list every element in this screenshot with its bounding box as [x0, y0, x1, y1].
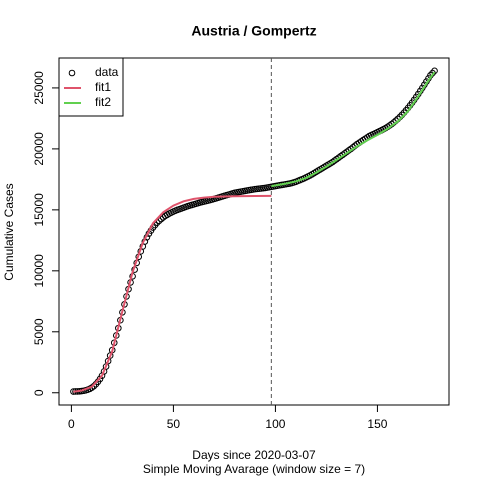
y-tick-label: 0 — [32, 389, 46, 396]
data-point — [104, 357, 112, 365]
y-tick-label: 20000 — [32, 132, 46, 166]
x-axis-label: Days since 2020-03-07 — [192, 448, 316, 462]
x-tick-label: 150 — [367, 417, 387, 431]
legend-symbol — [68, 69, 76, 77]
y-tick-label: 5000 — [32, 318, 46, 345]
plot-box — [58, 57, 450, 406]
legend-label: fit1 — [95, 80, 111, 94]
fit-line — [73, 194, 272, 393]
y-tick-label: 25000 — [32, 71, 46, 105]
fit-line — [271, 71, 436, 188]
legend-label: data — [95, 65, 119, 79]
x-tick-label: 50 — [167, 417, 181, 431]
y-tick-label: 10000 — [32, 254, 46, 288]
data-point — [157, 215, 165, 223]
y-tick-label: 15000 — [32, 193, 46, 227]
x-tick-label: 100 — [265, 417, 285, 431]
subtitle: Simple Moving Avarage (window size = 7) — [143, 462, 365, 476]
data-point — [96, 375, 104, 383]
chart-title: Austria / Gompertz — [191, 23, 316, 39]
x-tick-label: 0 — [68, 417, 75, 431]
legend-label: fit2 — [95, 95, 111, 109]
y-axis-label: Cumulative Cases — [2, 183, 16, 280]
